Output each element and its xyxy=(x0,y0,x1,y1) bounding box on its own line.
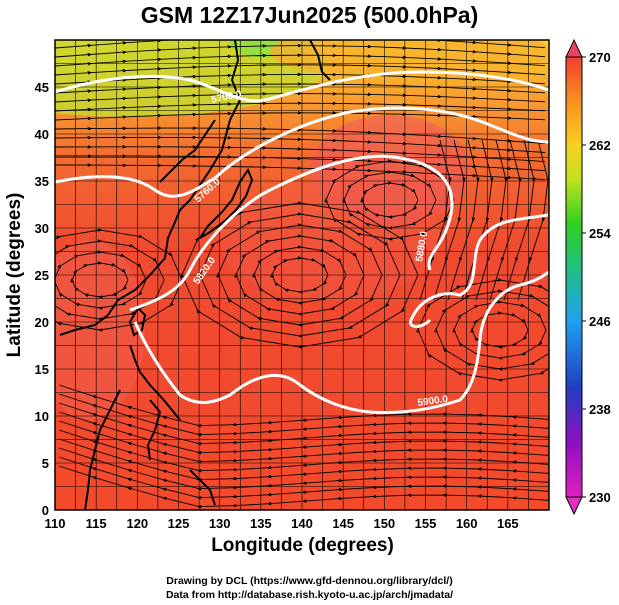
y-tick-label: 45 xyxy=(35,80,49,95)
streamline xyxy=(324,159,455,241)
x-tick-label: 140 xyxy=(291,516,313,531)
y-tick-label: 40 xyxy=(35,127,49,142)
x-tick-label: 130 xyxy=(209,516,231,531)
contour-label-5900: 5900.0 xyxy=(417,394,449,409)
x-tick-label: 150 xyxy=(373,516,395,531)
streamline xyxy=(416,278,549,382)
contour-5820 xyxy=(129,154,454,312)
streamline xyxy=(517,139,549,301)
streamline xyxy=(55,228,183,332)
colorbar-tick-label: 270 xyxy=(589,50,611,65)
streamline xyxy=(55,63,546,76)
credit-dcl: Drawing by DCL (https://www.gfd-dennou.o… xyxy=(166,575,453,587)
streamline xyxy=(55,40,546,49)
contour-5880 xyxy=(409,213,549,328)
colorbar-tick-label: 254 xyxy=(589,226,611,241)
credit-data-source: Data from http://database.rish.kyoto-u.a… xyxy=(165,589,454,601)
x-axis-ticks: 110 115 120 125 130 135 140 145 150 155 160 165 xyxy=(45,516,519,531)
x-tick-label: 110 xyxy=(45,516,66,531)
x-axis-label: Longitude (degrees) xyxy=(211,535,394,556)
y-tick-label: 35 xyxy=(35,174,49,189)
streamline xyxy=(55,91,546,103)
streamline xyxy=(55,43,546,58)
contour-label-5880: 5880.0 xyxy=(414,230,430,262)
x-tick-label: 120 xyxy=(126,516,148,531)
colorbar-tick-label: 238 xyxy=(589,402,611,417)
y-axis-label: Latitude (degrees) xyxy=(4,192,25,358)
x-tick-label: 135 xyxy=(250,516,272,531)
streamline xyxy=(58,465,549,509)
colorbar-max-arrow xyxy=(565,38,583,58)
height-contours xyxy=(55,70,549,414)
colorbar-tick-label: 246 xyxy=(589,314,611,329)
map-title: GSM 12Z17Jun2025 (500.0hPa) xyxy=(140,2,479,28)
y-tick-label: 30 xyxy=(35,221,49,236)
x-tick-label: 125 xyxy=(168,516,190,531)
x-tick-label: 160 xyxy=(456,516,478,531)
y-tick-label: 25 xyxy=(35,268,49,283)
y-tick-label: 0 xyxy=(42,503,49,518)
streamline xyxy=(55,72,546,85)
colorbar-ticks: 230 238 246 254 262 270 xyxy=(582,50,611,505)
colorbar-tick-label: 262 xyxy=(589,138,611,153)
y-axis-ticks: 0 5 10 15 20 25 30 35 40 45 xyxy=(35,80,49,518)
streamline xyxy=(55,82,546,94)
y-tick-label: 10 xyxy=(35,409,49,424)
plot-frame xyxy=(54,39,550,511)
coastlines xyxy=(59,40,331,510)
y-tick-label: 15 xyxy=(35,362,49,377)
colorbar-tick-label: 230 xyxy=(589,490,611,505)
x-tick-label: 115 xyxy=(86,516,107,531)
streamline xyxy=(55,53,546,67)
lat-lon-grid xyxy=(54,39,550,511)
x-tick-label: 155 xyxy=(415,516,437,531)
x-tick-label: 165 xyxy=(497,516,519,531)
contour-5900 xyxy=(133,270,549,414)
streamline xyxy=(55,101,546,112)
colorbar-min-arrow xyxy=(565,496,583,516)
streamline xyxy=(55,163,546,181)
contour-5760 xyxy=(55,106,549,198)
colorbar-gradient xyxy=(565,56,583,498)
y-tick-label: 5 xyxy=(42,456,49,471)
colorbar: 230 238 246 254 262 270 xyxy=(565,38,611,516)
y-tick-label: 20 xyxy=(35,315,49,330)
x-tick-label: 145 xyxy=(332,516,354,531)
contour-5700 xyxy=(55,70,549,103)
